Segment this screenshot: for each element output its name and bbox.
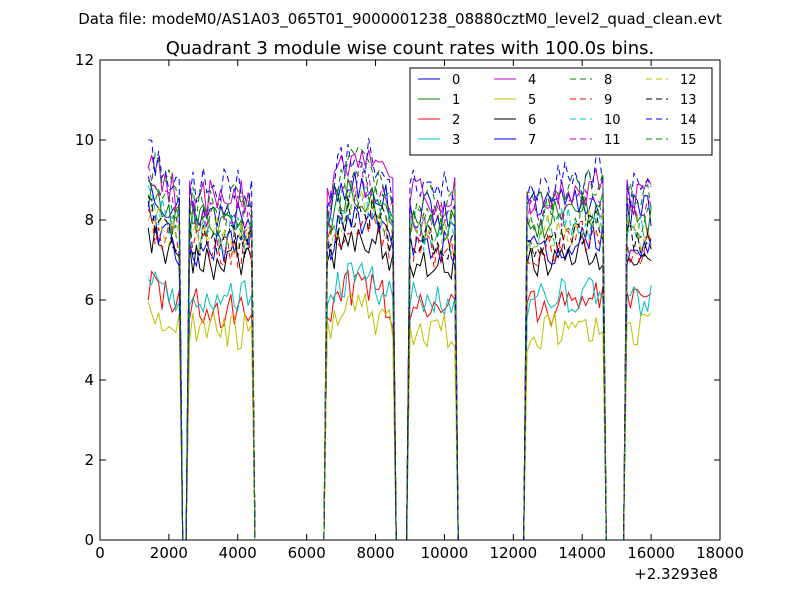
- legend-label-14: 14: [680, 113, 697, 128]
- legend-label-3: 3: [452, 133, 460, 148]
- legend-label-2: 2: [452, 113, 460, 128]
- series-line-3: [147, 261, 652, 540]
- series-line-13: [147, 195, 652, 540]
- y-tick-label: 8: [84, 211, 94, 229]
- series-line-10: [147, 185, 652, 540]
- x-tick-label: 8000: [356, 544, 394, 562]
- x-tick-label: 2000: [150, 544, 188, 562]
- x-tick-label: 12000: [489, 544, 537, 562]
- x-offset-label: +2.3293e8: [634, 565, 718, 583]
- y-tick-label: 4: [84, 371, 94, 389]
- series-line-2: [147, 269, 652, 540]
- legend-label-8: 8: [604, 73, 612, 88]
- x-tick-label: 4000: [219, 544, 257, 562]
- legend-label-11: 11: [604, 133, 621, 148]
- legend-label-6: 6: [528, 113, 536, 128]
- legend-label-13: 13: [680, 93, 697, 108]
- legend-label-12: 12: [680, 73, 697, 88]
- series-line-7: [147, 200, 652, 540]
- x-tick-label: 10000: [421, 544, 469, 562]
- y-tick-label: 2: [84, 451, 94, 469]
- x-tick-label: 14000: [558, 544, 606, 562]
- series-line-8: [147, 168, 652, 540]
- series-line-0: [147, 172, 652, 540]
- y-tick-label: 12: [75, 51, 94, 69]
- series-line-12: [147, 186, 652, 540]
- x-tick-label: 18000: [696, 544, 744, 562]
- series-line-11: [147, 163, 652, 540]
- legend-label-4: 4: [528, 73, 536, 88]
- series-line-15: [147, 146, 652, 540]
- series-line-6: [147, 223, 652, 540]
- data-file-label: Data file: modeM0/AS1A03_065T01_90000012…: [78, 10, 722, 29]
- legend-label-0: 0: [452, 73, 460, 88]
- legend-box: [409, 67, 713, 156]
- legend-label-1: 1: [452, 93, 460, 108]
- legend-label-15: 15: [680, 133, 697, 148]
- chart-title: Quadrant 3 module wise count rates with …: [166, 38, 655, 59]
- plot-area: 0 2000 4000 6000 8000 10000 12000 14000 16000 180…: [75, 51, 744, 583]
- series-line-4: [147, 149, 652, 540]
- series-line-14: [148, 138, 652, 540]
- y-tick-label: 0: [84, 531, 94, 549]
- ticks-layer: 0 2000 4000 6000 8000 10000 12000 14000 16000 180…: [75, 51, 744, 562]
- legend-label-9: 9: [604, 93, 612, 108]
- series-line-5: [147, 293, 652, 540]
- legend-label-5: 5: [528, 93, 536, 108]
- y-tick-label: 10: [75, 131, 94, 149]
- x-tick-label: 16000: [627, 544, 675, 562]
- series-line-9: [147, 208, 652, 540]
- x-tick-label: 6000: [288, 544, 326, 562]
- x-tick-label: 0: [95, 544, 105, 562]
- legend-label-10: 10: [604, 113, 621, 128]
- series-layer: [147, 138, 652, 540]
- y-tick-label: 6: [84, 291, 94, 309]
- legend-label-7: 7: [528, 133, 536, 148]
